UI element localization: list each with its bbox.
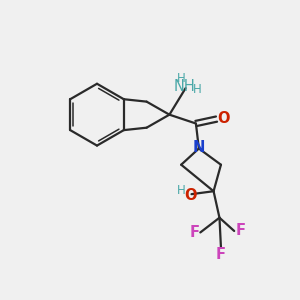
Text: N: N bbox=[193, 140, 205, 155]
Text: NH: NH bbox=[173, 79, 195, 94]
Text: F: F bbox=[216, 247, 226, 262]
Text: O: O bbox=[217, 111, 229, 126]
Text: F: F bbox=[236, 224, 246, 238]
Text: F: F bbox=[189, 225, 200, 240]
Text: O: O bbox=[184, 188, 196, 203]
Text: H: H bbox=[177, 72, 186, 85]
Text: H: H bbox=[192, 83, 201, 96]
Text: H: H bbox=[177, 184, 186, 197]
